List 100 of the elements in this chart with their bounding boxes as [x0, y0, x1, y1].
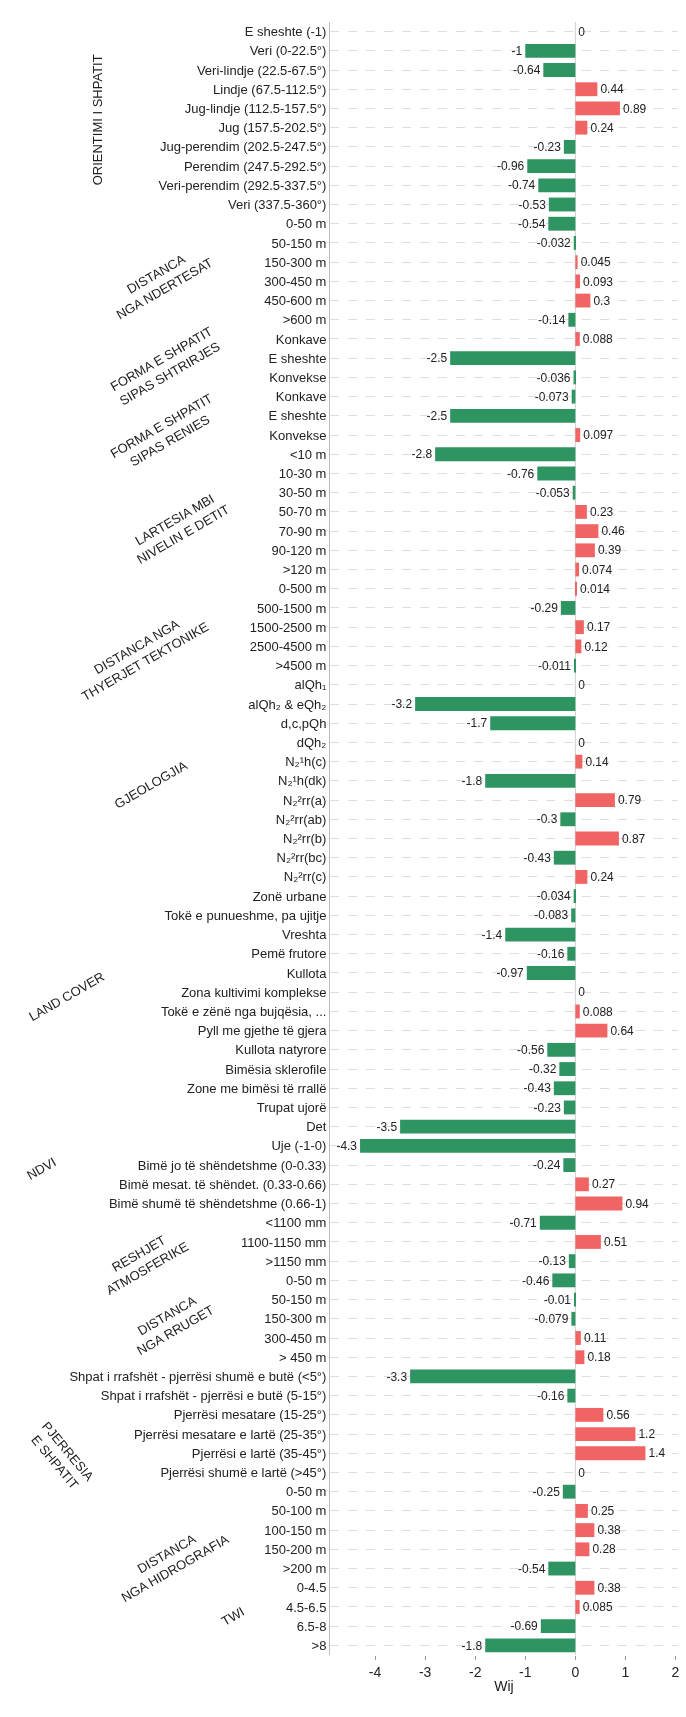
data-label: -0.76 — [507, 466, 535, 481]
data-label: 0.014 — [580, 581, 611, 596]
data-label: -0.23 — [533, 1100, 562, 1115]
y-tick-label: 300-450 m — [264, 273, 327, 289]
data-label: -1 — [511, 43, 523, 58]
data-label: 0.46 — [601, 524, 626, 539]
data-label: 0.79 — [617, 793, 642, 808]
data-label: -0.079 — [534, 1311, 569, 1326]
y-tick-label: Bimë mesat. të shëndet. (0.33-0.66) — [119, 1176, 327, 1192]
y-tick-label: Veri (0-22.5°) — [249, 43, 327, 59]
y-tick-label: E sheshte — [268, 408, 327, 424]
bar — [575, 1523, 595, 1538]
y-tick-label: Pjerrësi shumë e lartë (>45°) — [160, 1465, 327, 1481]
data-label: -0.01 — [543, 1292, 572, 1307]
bar — [548, 216, 576, 231]
data-label: 0 — [578, 677, 586, 692]
bar — [435, 447, 576, 462]
bar — [505, 927, 576, 942]
y-tick-label: d,c,pQh — [280, 715, 327, 731]
y-tick-label: E sheshte — [268, 350, 327, 366]
y-tick-label: 50-150 m — [271, 1292, 327, 1308]
bar — [560, 601, 576, 615]
data-label: 0.44 — [600, 82, 625, 97]
y-tick-label: 500-1500 m — [257, 600, 327, 616]
y-tick-label: Pjerrësi mesatare e lartë (25-35°) — [134, 1426, 327, 1442]
data-label: 0.045 — [580, 255, 611, 270]
data-label: -0.71 — [509, 1215, 538, 1230]
data-label: -0.16 — [537, 946, 565, 961]
data-label: -0.64 — [512, 63, 541, 78]
bar — [575, 1177, 589, 1192]
y-tick-label: Pyll me gjethe të gjera — [197, 1023, 328, 1039]
data-label: 0.3 — [593, 293, 611, 308]
bar — [490, 716, 576, 731]
data-label: -4.3 — [336, 1139, 358, 1154]
data-label: 0.11 — [583, 1331, 607, 1346]
data-label: -0.032 — [536, 236, 572, 251]
bar — [575, 639, 582, 654]
y-tick-label: Vreshta — [282, 927, 328, 943]
bar — [527, 159, 576, 173]
bar — [539, 1215, 576, 1230]
bar — [571, 908, 576, 923]
data-label: -0.14 — [538, 312, 566, 327]
bar — [568, 312, 576, 327]
y-tick-label: Konkave — [275, 331, 327, 347]
bar — [575, 255, 578, 270]
bar — [547, 1042, 576, 1057]
data-label: -0.23 — [533, 140, 562, 155]
y-tick-label: Jug-perendim (202.5-247.5°) — [160, 139, 327, 155]
bar — [540, 1619, 576, 1634]
bar — [575, 1407, 604, 1422]
bar — [563, 1100, 576, 1115]
x-tick-label: 0 — [571, 1663, 580, 1680]
text: TWI — [218, 1603, 247, 1629]
bar — [575, 1600, 580, 1614]
data-label: -0.54 — [518, 1561, 546, 1576]
bar — [575, 1542, 590, 1557]
bar — [562, 1484, 576, 1499]
y-tick-label: >120 m — [282, 562, 327, 578]
y-tick-label: 1100-1150 mm — [240, 1234, 327, 1250]
data-label: -0.46 — [521, 1273, 550, 1288]
bar — [575, 332, 580, 346]
data-label: -0.034 — [536, 889, 571, 904]
y-tick-label: 0-50 m — [285, 216, 327, 232]
y-tick-label: 50-150 m — [271, 235, 327, 251]
data-label: -0.011 — [537, 658, 572, 673]
data-label: -0.24 — [533, 1158, 561, 1173]
data-label: -0.3 — [536, 812, 558, 827]
y-tick-label: 30-50 m — [278, 485, 327, 501]
data-label: -3.5 — [376, 1119, 398, 1134]
data-label: 0 — [578, 24, 586, 39]
y-tick-label: Pjerrësi e lartë (35-45°) — [191, 1445, 327, 1461]
y-tick-label: Pemë frutore — [251, 946, 327, 962]
bar — [575, 1427, 636, 1441]
data-label: -1.4 — [481, 927, 503, 942]
bar — [543, 63, 576, 77]
bar — [559, 1062, 576, 1076]
data-label: 0.24 — [590, 120, 615, 135]
data-label: 0.25 — [590, 1504, 615, 1519]
y-tick-label: Veri-lindje (22.5-67.5°) — [196, 62, 327, 78]
data-label: 0.56 — [606, 1408, 631, 1422]
y-tick-label: Shpat i rrafshët - pjerrësi e butë (5-15°) — [100, 1388, 327, 1404]
data-label: 0.24 — [590, 870, 615, 885]
bar — [575, 120, 588, 135]
y-tick-label: Tokë e punueshme, pa ujitje — [164, 907, 327, 923]
bar — [575, 543, 595, 558]
y-tick-label: >1150 mm — [265, 1253, 327, 1269]
y-tick-label: Veri (337.5-360°) — [227, 197, 327, 213]
bar — [360, 1138, 576, 1153]
bar — [575, 101, 620, 116]
y-tick-label: N₂²rr(bc) — [276, 850, 327, 866]
data-label: -0.97 — [496, 966, 525, 981]
y-tick-label: <10 m — [289, 446, 327, 462]
data-label: -2.5 — [426, 408, 448, 423]
bar — [567, 1388, 576, 1403]
data-label: -0.053 — [535, 485, 571, 500]
y-tick-label: 10-30 m — [278, 466, 327, 482]
y-tick-label: 100-150 m — [264, 1522, 327, 1538]
y-tick-label: 50-70 m — [278, 504, 327, 520]
bar — [563, 139, 576, 154]
y-tick-label: dQh₂ — [296, 734, 327, 750]
